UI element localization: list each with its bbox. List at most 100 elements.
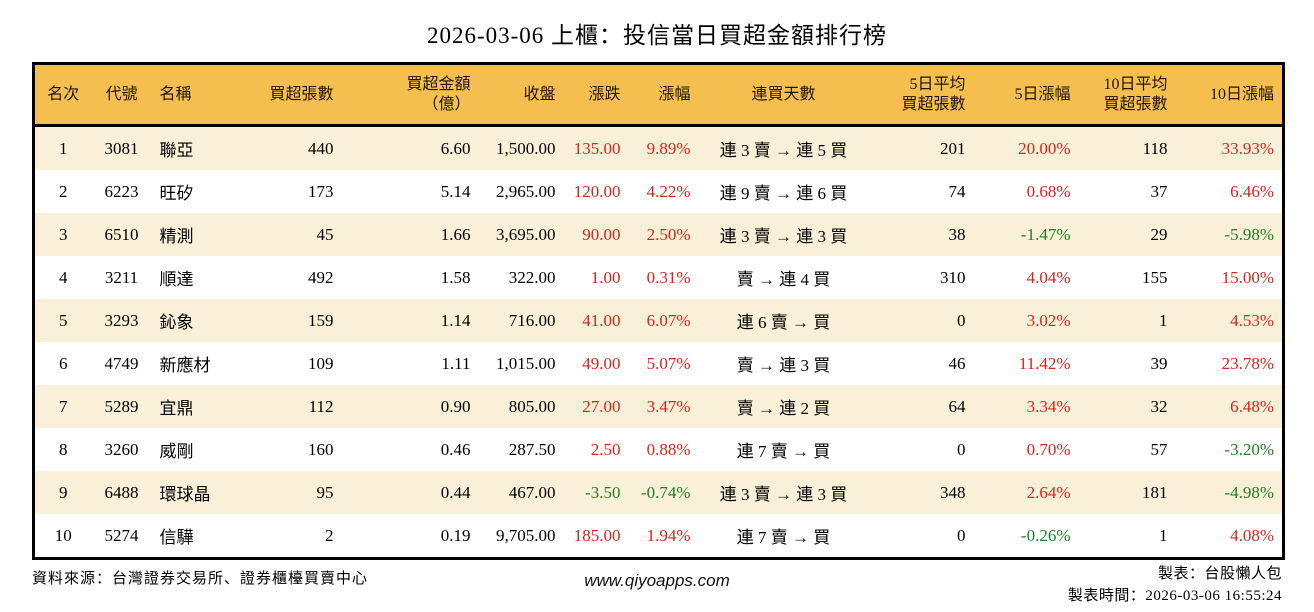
- cell-rank: 9: [59, 482, 68, 502]
- cell-close: 805.00: [508, 396, 556, 416]
- table-row: 3 6510 精測 45 1.66 3,695.00 90.00 2.50% 連 3 賣 → 連…: [33, 213, 1284, 256]
- cell-avg10_lots: 1: [1159, 525, 1168, 545]
- cell-close: 1,015.00: [496, 353, 556, 373]
- cell-pct5: 0.70%: [1026, 439, 1071, 459]
- cell-change_pct: 9.89%: [646, 138, 691, 158]
- cell-close: 2,965.00: [496, 181, 556, 201]
- cell-streak: 連 3 賣 → 連 3 買: [719, 227, 848, 246]
- cell-change: 185.00: [573, 525, 621, 545]
- cell-pct10: 4.08%: [1230, 525, 1274, 545]
- cell-change: 2.50: [590, 439, 621, 459]
- cell-pct5: 0.68%: [1026, 181, 1071, 201]
- col-header-avg10_lots: 10日平均 買超張數: [1103, 75, 1168, 113]
- cell-streak: 賣 → 連 3 買: [736, 356, 831, 375]
- table-row: 4 3211 順達 492 1.58 322.00 1.00 0.31% 賣 → 連 4 買 31…: [33, 256, 1284, 299]
- cell-net_buy_amount: 0.44: [440, 482, 471, 502]
- cell-change_pct: 3.47%: [646, 396, 691, 416]
- cell-change: -3.50: [585, 482, 621, 502]
- cell-change: 41.00: [582, 310, 621, 330]
- cell-avg10_lots: 118: [1142, 138, 1168, 158]
- cell-name: 新應材: [159, 356, 211, 375]
- cell-change: 1.00: [590, 267, 621, 287]
- cell-avg5_lots: 64: [948, 396, 966, 416]
- cell-code: 6223: [104, 181, 139, 201]
- cell-code: 6488: [104, 482, 139, 502]
- cell-net_buy_amount: 1.58: [440, 267, 471, 287]
- cell-rank: 3: [59, 224, 68, 244]
- cell-code: 3293: [104, 310, 139, 330]
- cell-name: 環球晶: [159, 485, 211, 504]
- cell-net_buy_amount: 1.66: [440, 224, 471, 244]
- cell-avg10_lots: 37: [1150, 181, 1168, 201]
- cell-close: 322.00: [508, 267, 556, 287]
- table-body: 1 3081 聯亞 440 6.60 1,500.00 135.00 9.89% 連 3 賣 →…: [33, 125, 1284, 559]
- col-header-name: 名稱: [159, 85, 192, 103]
- cell-net_buy_lots: 2: [325, 525, 334, 545]
- cell-pct10: -3.20%: [1224, 439, 1274, 459]
- col-header-pct10: 10日漲幅: [1209, 85, 1274, 103]
- ranking-table: 名次 代號 名稱 買超張數 買超金額 （億） 收盤 漲跌 漲幅 連買天數 5日平均 買超張數 5日漲…: [32, 62, 1285, 560]
- cell-change: 27.00: [582, 396, 621, 416]
- cell-avg10_lots: 32: [1150, 396, 1168, 416]
- cell-pct5: 2.64%: [1026, 482, 1071, 502]
- cell-avg5_lots: 348: [940, 482, 966, 502]
- cell-net_buy_lots: 45: [316, 224, 334, 244]
- cell-rank: 5: [59, 310, 68, 330]
- cell-rank: 7: [59, 396, 68, 416]
- cell-rank: 4: [59, 267, 68, 287]
- cell-close: 3,695.00: [496, 224, 556, 244]
- cell-avg5_lots: 310: [940, 267, 966, 287]
- cell-name: 威剛: [159, 442, 194, 461]
- cell-net_buy_amount: 5.14: [440, 181, 471, 201]
- cell-change: 120.00: [573, 181, 621, 201]
- cell-net_buy_lots: 109: [308, 353, 334, 373]
- cell-change_pct: 4.22%: [646, 181, 691, 201]
- header-row: 名次 代號 名稱 買超張數 買超金額 （億） 收盤 漲跌 漲幅 連買天數 5日平均 買超張數 5日漲…: [33, 63, 1284, 126]
- cell-net_buy_lots: 492: [308, 267, 334, 287]
- cell-code: 4749: [104, 353, 139, 373]
- cell-pct10: 4.53%: [1230, 310, 1274, 330]
- cell-streak: 連 3 賣 → 連 5 買: [719, 141, 848, 160]
- cell-streak: 賣 → 連 2 買: [736, 399, 831, 418]
- cell-pct5: 3.02%: [1026, 310, 1071, 330]
- cell-pct5: -0.26%: [1020, 525, 1071, 545]
- footer: 資料來源：台灣證券交易所、證券櫃檯買賣中心 www.qiyoapps.com 製…: [32, 564, 1282, 608]
- cell-change_pct: 0.88%: [646, 439, 691, 459]
- table-row: 9 6488 環球晶 95 0.44 467.00 -3.50 -0.74% 連 3 賣 → 連…: [33, 471, 1284, 514]
- cell-net_buy_amount: 1.14: [440, 310, 471, 330]
- cell-avg10_lots: 57: [1150, 439, 1168, 459]
- cell-name: 聯亞: [159, 141, 194, 160]
- cell-name: 鈊象: [159, 313, 194, 332]
- cell-code: 6510: [104, 224, 139, 244]
- cell-avg5_lots: 46: [948, 353, 966, 373]
- cell-change_pct: 1.94%: [646, 525, 691, 545]
- col-header-change: 漲跌: [588, 85, 621, 103]
- cell-avg5_lots: 74: [948, 181, 966, 201]
- cell-streak: 連 9 賣 → 連 6 買: [719, 184, 848, 203]
- cell-streak: 連 3 賣 → 連 3 買: [719, 485, 848, 504]
- cell-change_pct: 0.31%: [646, 267, 691, 287]
- cell-name: 精測: [159, 227, 194, 246]
- cell-pct5: 11.42%: [1018, 353, 1071, 373]
- cell-net_buy_amount: 0.90: [440, 396, 471, 416]
- cell-code: 5274: [104, 525, 139, 545]
- table-row: 10 5274 信驊 2 0.19 9,705.00 185.00 1.94% 連 7 賣 → …: [33, 514, 1284, 559]
- cell-change_pct: -0.74%: [640, 482, 691, 502]
- cell-pct5: -1.47%: [1020, 224, 1071, 244]
- cell-net_buy_lots: 159: [308, 310, 334, 330]
- cell-avg10_lots: 1: [1159, 310, 1168, 330]
- table-row: 1 3081 聯亞 440 6.60 1,500.00 135.00 9.89% 連 3 賣 →…: [33, 125, 1284, 170]
- cell-pct10: -4.98%: [1224, 482, 1274, 502]
- col-header-change_pct: 漲幅: [658, 85, 691, 103]
- data-source-text: 資料來源：台灣證券交易所、證券櫃檯買賣中心: [32, 571, 369, 587]
- cell-close: 9,705.00: [496, 525, 556, 545]
- cell-pct10: 23.78%: [1221, 353, 1274, 373]
- cell-streak: 連 7 賣 → 買: [736, 528, 831, 547]
- cell-change_pct: 5.07%: [646, 353, 691, 373]
- credit-block: 製表：台股懶人包 製表時間：2026-03-06 16:55:24: [1068, 564, 1282, 608]
- cell-close: 287.50: [508, 439, 556, 459]
- cell-change: 135.00: [573, 138, 621, 158]
- cell-net_buy_amount: 0.46: [440, 439, 471, 459]
- cell-pct5: 3.34%: [1026, 396, 1071, 416]
- cell-avg10_lots: 181: [1142, 482, 1168, 502]
